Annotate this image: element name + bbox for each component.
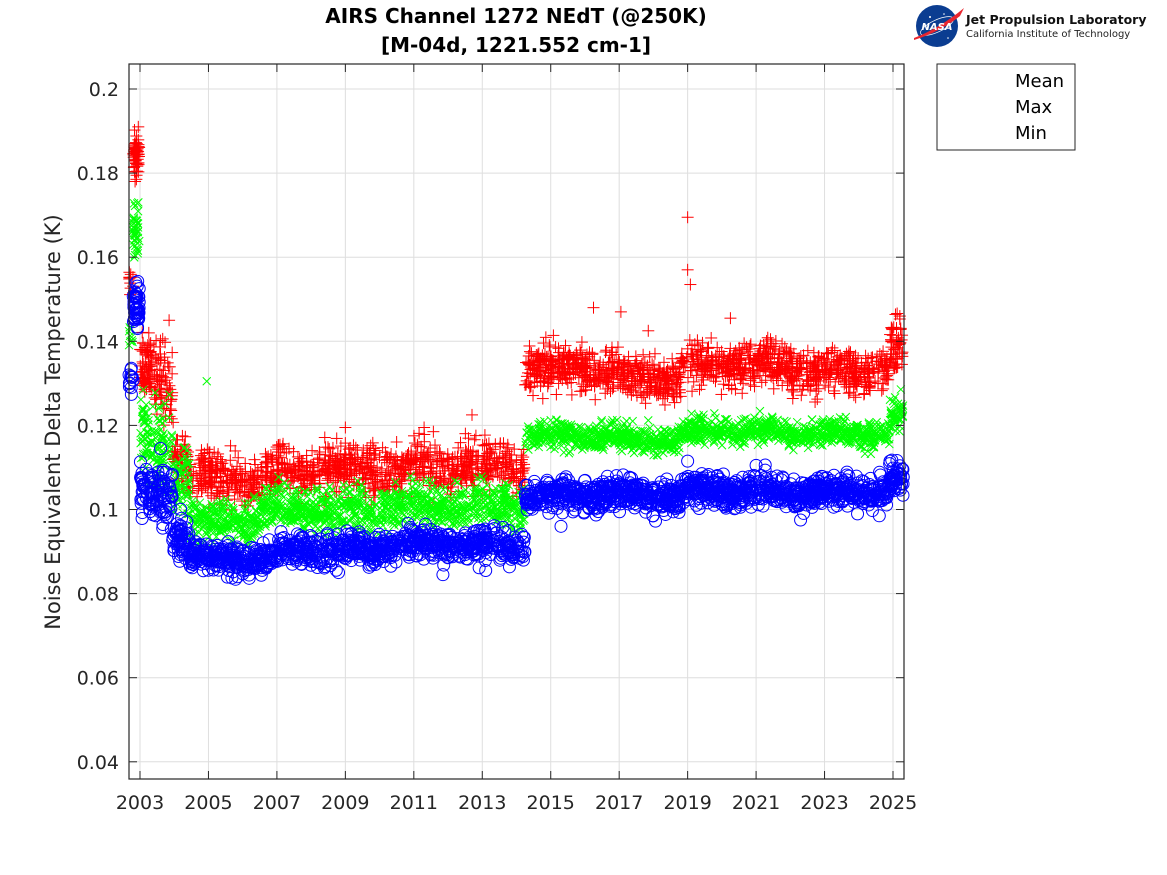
point-max (135, 366, 148, 379)
point-max (151, 373, 164, 386)
point-max (249, 458, 262, 471)
nasa-logo-text: NASA (921, 22, 952, 33)
jpl-subtitle: California Institute of Technology (966, 29, 1130, 40)
point-max (154, 334, 167, 347)
point-max (154, 354, 167, 367)
chart-title-line2: [M-04d, 1221.552 cm-1] (381, 33, 651, 57)
point-max (159, 336, 172, 349)
point-max (248, 453, 261, 466)
point-max (166, 367, 179, 380)
point-max (179, 430, 192, 443)
chart-title-line1: AIRS Channel 1272 NEdT (@250K) (325, 4, 706, 28)
point-max (128, 149, 141, 162)
point-max (129, 165, 142, 178)
nasa-meatball-icon (916, 5, 958, 47)
point-max (144, 345, 157, 358)
point-max (224, 439, 237, 452)
point-max (162, 386, 175, 399)
point-max (129, 175, 142, 188)
jpl-logo: NASA Jet Propulsion Laboratory Californi… (914, 5, 1146, 47)
data-points (122, 120, 910, 586)
point-max (156, 332, 169, 345)
point-max (149, 352, 162, 365)
plot-area (129, 64, 904, 779)
point-max (164, 395, 177, 408)
point-max (138, 343, 151, 356)
point-max (153, 363, 166, 376)
point-max (176, 429, 189, 442)
point-max (145, 381, 158, 394)
point-max (166, 346, 179, 359)
point-max (145, 360, 158, 373)
point-max (161, 356, 174, 369)
point-max (153, 340, 166, 353)
point-max (228, 493, 241, 506)
point-max (167, 416, 180, 429)
grid-lines (129, 64, 904, 779)
point-max (130, 143, 143, 156)
point-max (137, 377, 150, 390)
point-max (159, 371, 172, 384)
nasa-vector-icon (914, 8, 964, 40)
point-max (194, 461, 207, 474)
jpl-name: Jet Propulsion Laboratory (965, 12, 1146, 27)
